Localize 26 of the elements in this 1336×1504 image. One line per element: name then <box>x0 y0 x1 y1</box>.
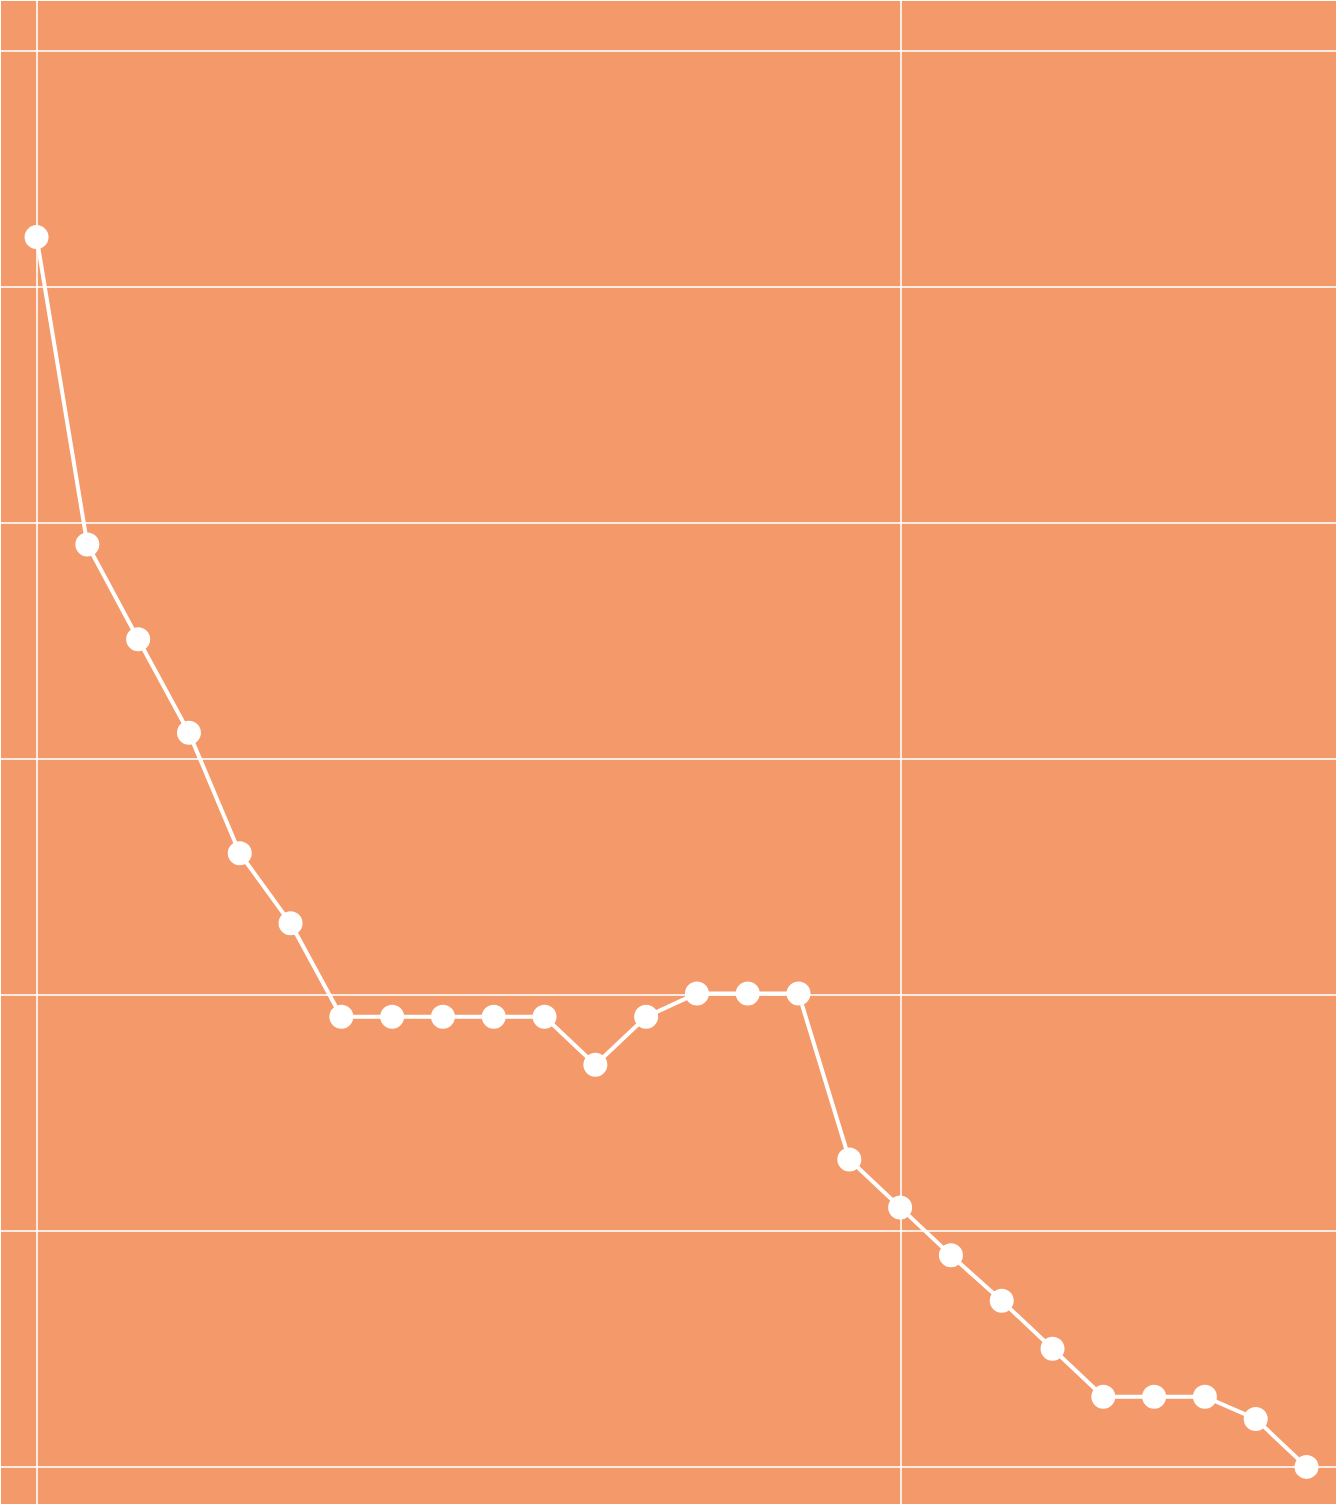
point <box>176 720 201 745</box>
point <box>583 1052 608 1077</box>
point <box>1142 1384 1167 1409</box>
point <box>227 841 252 866</box>
point <box>684 981 709 1006</box>
point <box>786 981 811 1006</box>
point <box>1091 1384 1116 1409</box>
point <box>1294 1454 1319 1479</box>
point <box>329 1004 354 1029</box>
point <box>481 1004 506 1029</box>
point <box>532 1004 557 1029</box>
point <box>735 981 760 1006</box>
point <box>1243 1406 1268 1431</box>
point <box>1040 1336 1065 1361</box>
point <box>989 1288 1014 1313</box>
point <box>278 911 303 936</box>
point <box>430 1004 455 1029</box>
point <box>126 627 151 652</box>
point <box>837 1147 862 1172</box>
point <box>888 1195 913 1220</box>
point <box>634 1004 659 1029</box>
point <box>24 225 49 250</box>
point <box>75 532 100 557</box>
point <box>938 1243 963 1268</box>
point <box>380 1004 405 1029</box>
point <box>1192 1384 1217 1409</box>
